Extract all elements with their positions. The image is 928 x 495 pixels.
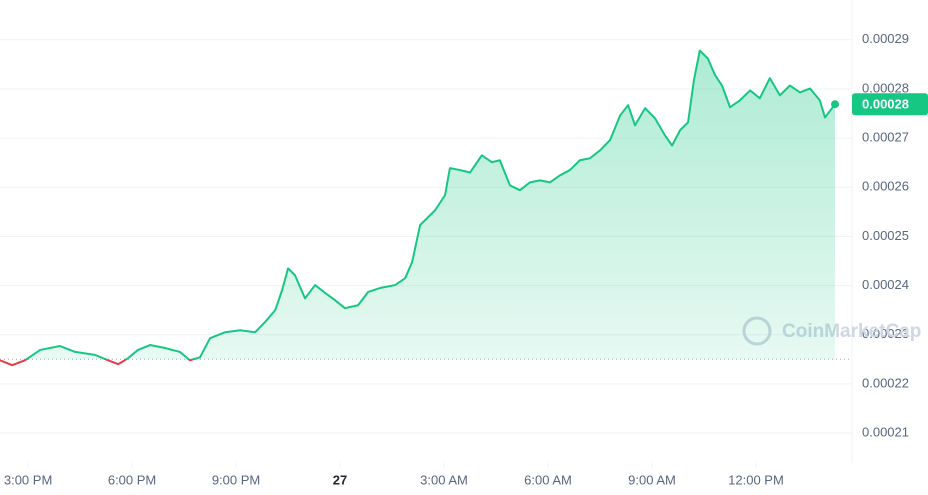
last-point: [831, 100, 840, 109]
x-tick-label: 6:00 AM: [524, 472, 572, 487]
y-tick-label: 0.00028: [862, 80, 909, 95]
price-badge-label: 0.00028: [862, 97, 909, 112]
x-tick-label: 27: [333, 472, 347, 487]
price-line: [0, 49, 836, 367]
x-tick-label: 3:00 PM: [4, 472, 52, 487]
y-tick-label: 0.00026: [862, 179, 909, 194]
y-tick-label: 0.00021: [862, 424, 909, 439]
area: [26, 50, 836, 360]
y-tick-label: 0.00025: [862, 228, 909, 243]
y-tick-label: 0.00029: [862, 31, 909, 46]
x-tick-label: 9:00 AM: [628, 472, 676, 487]
y-tick-label: 0.00027: [862, 130, 909, 145]
x-tick-label: 3:00 AM: [420, 472, 468, 487]
x-tick-label: 9:00 PM: [212, 472, 260, 487]
y-tick-label: 0.00022: [862, 375, 909, 390]
y-tick-label: 0.00024: [862, 277, 909, 292]
y-tick-label: 0.00023: [862, 326, 909, 341]
x-tick-label: 12:00 PM: [728, 472, 784, 487]
x-tick-label: 6:00 PM: [108, 472, 156, 487]
price-badge: [852, 93, 928, 116]
